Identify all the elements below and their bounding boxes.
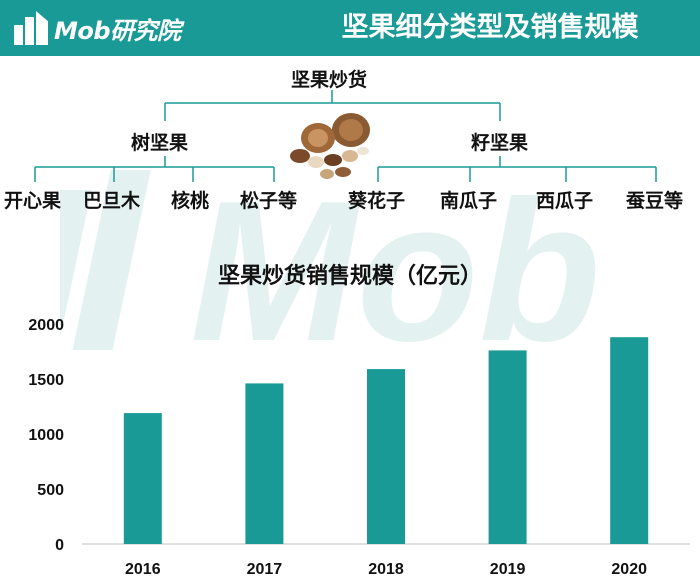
y-tick-label: 1500: [28, 372, 64, 389]
tree-leaf: 南瓜子: [440, 190, 498, 212]
y-tick-label: 500: [37, 482, 64, 499]
tree-leaf: 巴旦木: [83, 190, 141, 212]
tree-leaf: 开心果: [4, 190, 62, 212]
tree-leaf: 核桃: [171, 190, 210, 212]
tree-branch-left: 树坚果: [131, 132, 189, 154]
mob-logo: Mob研究院: [14, 8, 181, 48]
tree-branch-right: 籽坚果: [471, 132, 529, 154]
x-tick-label: 2017: [247, 561, 283, 578]
x-tick-label: 2016: [125, 561, 161, 578]
tree-leaf: 蚕豆等: [626, 190, 684, 212]
tree-connectors: [34, 90, 657, 182]
header-bar: Mob研究院 坚果细分类型及销售规模: [0, 0, 700, 56]
x-tick-label: 2019: [490, 561, 526, 578]
x-tick-label: 2018: [368, 561, 404, 578]
y-tick-label: 2000: [28, 317, 64, 334]
bar-2019: [488, 350, 527, 544]
y-tick-label: 1000: [28, 427, 64, 444]
chart-title: 坚果炒货销售规模（亿元）: [217, 264, 482, 289]
mob-logo-icon: [14, 11, 48, 45]
bar-2020: [610, 337, 649, 544]
tree-root: 坚果炒货: [291, 69, 368, 91]
tree-leaf: 西瓜子: [536, 190, 594, 212]
tree-leaf: 葵花子: [348, 190, 406, 212]
page-title: 坚果细分类型及销售规模: [341, 12, 639, 43]
nuts-illustration: [290, 113, 370, 179]
x-tick-label: 2020: [611, 561, 647, 578]
bar-2017: [245, 383, 284, 544]
tree-leaf: 松子等: [240, 190, 298, 212]
logo-text: Mob研究院: [54, 16, 181, 45]
bar-2016: [123, 413, 162, 544]
sales-bar-chart: 0 500 1000 1500 2000 2016 2017 2018 2019 2020: [28, 317, 690, 578]
bar-2018: [367, 369, 405, 544]
y-tick-label: 0: [55, 537, 64, 554]
